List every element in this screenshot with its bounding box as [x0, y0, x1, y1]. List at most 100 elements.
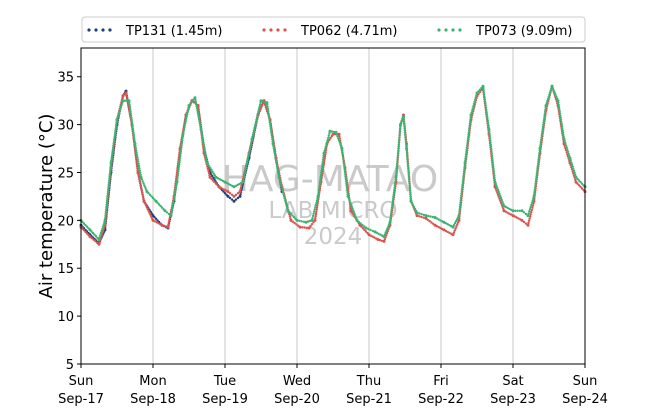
series-marker [537, 160, 540, 163]
series-marker [405, 149, 408, 152]
series-marker [320, 171, 323, 174]
series-marker [395, 162, 399, 166]
series-marker [312, 221, 315, 224]
series-marker [220, 178, 223, 182]
series-marker [560, 125, 564, 128]
series-marker [255, 118, 258, 122]
series-marker [162, 224, 166, 227]
series-marker [147, 209, 150, 212]
data-point [166, 225, 170, 229]
data-point [520, 209, 524, 213]
series-marker [558, 108, 561, 111]
series-marker [184, 119, 187, 123]
data-point [550, 84, 554, 88]
series-marker [477, 90, 480, 93]
data-point [424, 214, 428, 218]
series-marker [131, 127, 135, 130]
series-marker [344, 177, 347, 181]
series-marker [548, 91, 552, 94]
series-marker [310, 223, 314, 226]
series-marker [225, 193, 228, 196]
series-marker [539, 143, 542, 146]
series-marker [309, 224, 312, 228]
series-marker [325, 141, 329, 144]
series-marker [267, 112, 270, 115]
series-marker [153, 216, 156, 219]
series-marker [559, 116, 562, 119]
series-marker [272, 147, 275, 150]
series-marker [515, 216, 518, 219]
series-marker [94, 235, 98, 238]
series-marker [493, 176, 496, 179]
series-marker [108, 179, 111, 182]
series-marker [464, 155, 467, 158]
series-marker [162, 208, 165, 211]
series-marker [125, 93, 128, 97]
series-marker [186, 110, 189, 114]
series-marker [138, 180, 141, 183]
series-marker [263, 100, 267, 104]
series-marker [545, 102, 548, 105]
series-marker [543, 110, 547, 114]
series-marker [528, 217, 531, 220]
series-marker [437, 225, 440, 229]
series-marker [337, 137, 340, 140]
series-marker [141, 193, 144, 196]
series-marker [116, 116, 119, 119]
data-point [115, 118, 119, 122]
series-marker [157, 203, 161, 206]
series-marker [248, 150, 251, 154]
series-marker [460, 192, 463, 195]
series-marker [462, 172, 465, 176]
series-marker [354, 215, 357, 218]
series-marker [316, 197, 319, 200]
series-marker [98, 241, 101, 244]
series-marker [270, 133, 273, 137]
series-marker [530, 210, 533, 214]
series-marker [539, 140, 543, 144]
series-marker [381, 234, 384, 237]
data-point [394, 175, 398, 179]
series-marker [460, 194, 463, 197]
series-marker [460, 190, 463, 193]
series-marker [409, 195, 412, 198]
series-marker [493, 178, 496, 182]
series-marker [208, 173, 211, 177]
series-marker [259, 101, 262, 105]
series-marker [82, 222, 86, 225]
series-marker [246, 157, 250, 160]
data-point [265, 101, 269, 105]
series-marker [301, 226, 304, 229]
series-marker [180, 143, 183, 147]
series-marker [144, 186, 147, 189]
series-marker [268, 120, 271, 124]
series-marker [539, 145, 542, 148]
series-marker [202, 143, 205, 147]
series-marker [537, 156, 541, 159]
series-marker [200, 132, 203, 136]
series-marker [239, 193, 242, 196]
vertical-gridlines [152, 48, 514, 364]
series-marker [318, 180, 322, 183]
x-tick-label-date: Sep-17 [58, 392, 104, 407]
series-marker [141, 195, 145, 198]
series-marker [400, 119, 404, 123]
series-marker [533, 193, 536, 196]
series-marker [104, 212, 107, 215]
series-marker [319, 178, 322, 181]
series-marker [177, 165, 181, 168]
series-marker [199, 124, 202, 127]
series-marker [113, 138, 116, 141]
series-marker [446, 223, 449, 226]
series-marker [171, 205, 174, 208]
series-marker [228, 192, 232, 195]
series-marker [253, 125, 257, 128]
series-marker [529, 213, 532, 216]
series-marker [406, 160, 409, 163]
series-marker [273, 153, 277, 157]
series-marker [398, 138, 401, 142]
series-marker [379, 233, 382, 236]
series-marker [100, 229, 103, 233]
data-point [127, 99, 131, 103]
series-marker [230, 198, 234, 201]
